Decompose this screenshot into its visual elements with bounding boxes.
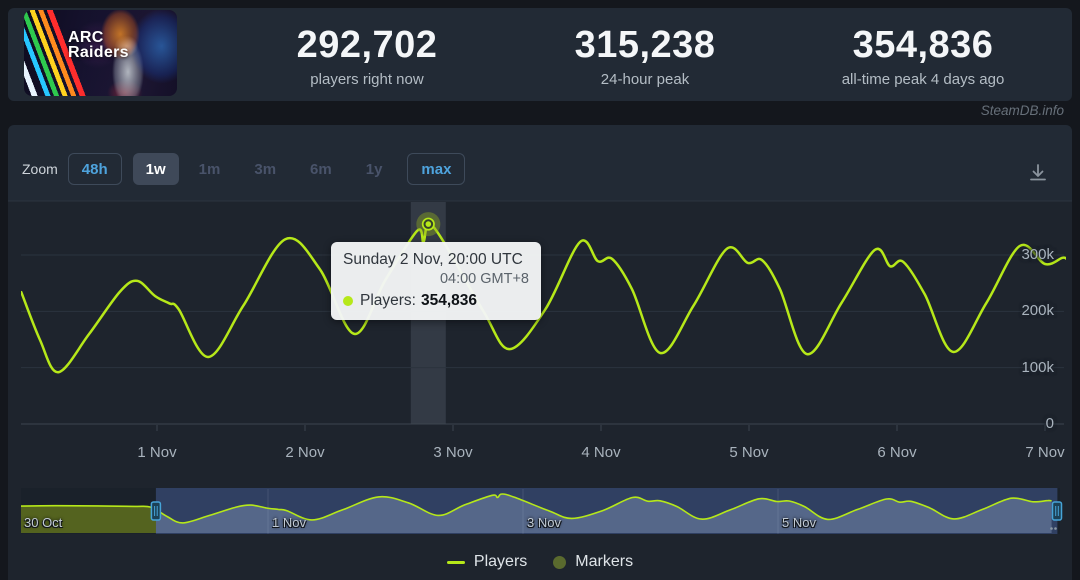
navigator-date-label: 3 Nov [527, 515, 561, 530]
banner-game-title: ARC Raiders [68, 29, 129, 61]
x-axis-label: 3 Nov [433, 444, 473, 461]
peak-24h-value: 315,238 [574, 23, 716, 66]
zoom-6m-button: 6m [301, 153, 341, 185]
alltime-peak-label: all-time peak 4 days ago [841, 70, 1005, 88]
players-line-swatch [446, 560, 465, 564]
game-banner: ARC Raiders [24, 10, 177, 96]
legend-item-markers[interactable]: Markers [553, 553, 633, 571]
steamdb-watermark: SteamDB.info [980, 103, 1064, 118]
player-stats: 292,702 players right now 315,238 24-hou… [228, 8, 1062, 101]
range-navigator[interactable] [20, 488, 1063, 534]
current-players-label: players right now [310, 70, 424, 88]
navigator-date-ticks [267, 489, 779, 534]
zoom-label: Zoom [22, 161, 58, 177]
current-players-value: 292,702 [296, 23, 438, 66]
navigator-area-unselected [21, 505, 156, 533]
players-chart [8, 200, 1072, 534]
tooltip-local-time: 04:00 GMT+8 [439, 271, 529, 287]
chart-panel: Zoom 48h 1w 1m 3m 6m 1y max [8, 125, 1072, 580]
navigator-area-selected [156, 493, 1052, 533]
selected-point-marker [416, 212, 441, 237]
stat-alltime-peak: 354,836 all-time peak 4 days ago [784, 8, 1062, 101]
navigator-date-label: 30 Oct [24, 515, 63, 530]
tooltip-players-value: 354,836 [421, 292, 478, 309]
x-axis-label: 7 Nov [1025, 444, 1065, 461]
navigator-right-handle[interactable] [1051, 501, 1063, 521]
chart-legend: Players Markers [8, 553, 1072, 571]
download-icon[interactable] [1026, 161, 1050, 185]
zoom-max-button[interactable]: max [407, 153, 466, 185]
zoom-1m-button: 1m [190, 153, 230, 185]
tooltip-series-dot [343, 296, 353, 306]
navigator-left-handle[interactable] [150, 501, 162, 521]
stat-current-players: 292,702 players right now [228, 8, 506, 101]
x-axis-label: 4 Nov [581, 444, 621, 461]
navigator-hint-dots [1050, 527, 1057, 530]
x-axis-label: 2 Nov [285, 444, 325, 461]
alltime-peak-value: 354,836 [852, 23, 994, 66]
navigator-date-label: 5 Nov [782, 515, 816, 530]
y-axis-label: 200k [1021, 302, 1054, 320]
y-axis-label: 100k [1021, 358, 1054, 376]
y-axis-label: 300k [1021, 246, 1054, 263]
x-axis-label: 6 Nov [877, 444, 917, 461]
y-gridlines [21, 254, 1064, 369]
stat-24h-peak: 315,238 24-hour peak [506, 8, 784, 101]
zoom-toolbar: Zoom 48h 1w 1m 3m 6m 1y max [22, 152, 476, 186]
peak-24h-label: 24-hour peak [600, 70, 690, 88]
x-axis-ticks [156, 425, 1046, 431]
chart-tooltip: Sunday 2 Nov, 20:00 UTC 04:00 GMT+8 Play… [331, 242, 541, 320]
navigator-series-line [20, 493, 1052, 524]
y-axis-label: 0 [1045, 415, 1054, 432]
tooltip-series-label: Players: [360, 292, 416, 309]
banner-title-line2: Raiders [68, 44, 129, 61]
navigator-date-label: 1 Nov [272, 515, 306, 530]
legend-markers-label: Markers [575, 553, 634, 570]
players-series-line [21, 222, 1066, 374]
zoom-3m-button: 3m [245, 153, 285, 185]
zoom-1y-button: 1y [357, 153, 392, 185]
banner-shade [24, 10, 177, 96]
legend-players-label: Players [473, 553, 528, 570]
tooltip-players-row: Players: 354,836 [343, 292, 529, 310]
legend-item-players[interactable]: Players [446, 553, 528, 571]
navigator-selection-mask[interactable] [155, 488, 1058, 534]
banner-character-art [24, 10, 177, 96]
zoom-48h-button[interactable]: 48h [67, 153, 122, 185]
x-axis-label: 1 Nov [137, 444, 177, 461]
tooltip-date: Sunday 2 Nov, 20:00 UTC [343, 251, 523, 268]
banner-title-line1: ARC [68, 29, 104, 46]
x-axis-label: 5 Nov [729, 444, 769, 461]
markers-dot-swatch [553, 555, 567, 569]
zoom-1w-button[interactable]: 1w [132, 153, 179, 185]
header-panel: ARC Raiders 292,702 players right now 31… [8, 8, 1072, 101]
